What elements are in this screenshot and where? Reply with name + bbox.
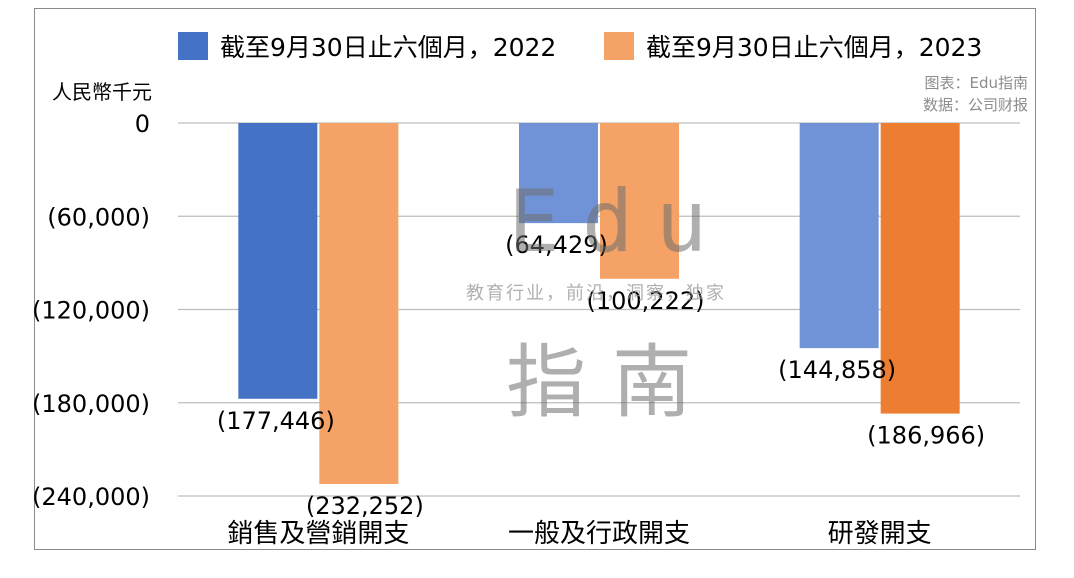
- credit-data-source: 数据：公司财报: [922, 96, 1028, 114]
- legend-item-2022: 截至9月30日止六個月，2022: [178, 26, 556, 66]
- y-tick-label: (60,000): [47, 203, 150, 231]
- legend-item-2023: 截至9月30日止六個月，2023: [604, 26, 982, 66]
- watermark-edu: Edu: [508, 172, 730, 272]
- bar-2023: [880, 123, 960, 414]
- y-axis-unit-label: 人民幣千元: [52, 80, 152, 104]
- x-category-label: 一般及行政開支: [508, 519, 690, 549]
- y-tick-label: (180,000): [32, 390, 150, 418]
- credit-chart-source: 图表：Edu指南: [924, 74, 1028, 92]
- data-label: (144,858): [778, 356, 896, 384]
- data-label: (186,966): [867, 422, 985, 450]
- bar-2023: [319, 123, 399, 484]
- y-tick-label: 0: [135, 110, 150, 138]
- bar-2022: [238, 123, 318, 399]
- bar-2022: [519, 123, 598, 224]
- data-label: (232,252): [306, 492, 424, 520]
- legend-swatch-2023: [604, 32, 634, 60]
- y-tick-label: (240,000): [32, 483, 150, 511]
- chart-frame: [34, 8, 1036, 550]
- y-tick-label: (120,000): [32, 297, 150, 325]
- x-category-label: 研發開支: [828, 519, 932, 549]
- chart-credits: 图表：Edu指南 数据：公司财报: [923, 72, 1028, 116]
- x-category-label: 銷售及營銷開支: [227, 519, 409, 549]
- bar-2023: [600, 123, 679, 279]
- legend-swatch-2022: [178, 32, 208, 60]
- bar-2022: [799, 123, 879, 349]
- watermark-tagline: 教育行业，前沿，洞察，独家: [466, 283, 726, 304]
- watermark-zhinan: 指南: [506, 336, 718, 429]
- data-label: (64,429): [505, 231, 608, 259]
- data-label: (177,446): [217, 407, 335, 435]
- data-label: (100,222): [587, 287, 705, 315]
- legend-label-2023: 截至9月30日止六個月，2023: [646, 33, 983, 62]
- legend-label-2022: 截至9月30日止六個月，2022: [220, 33, 557, 62]
